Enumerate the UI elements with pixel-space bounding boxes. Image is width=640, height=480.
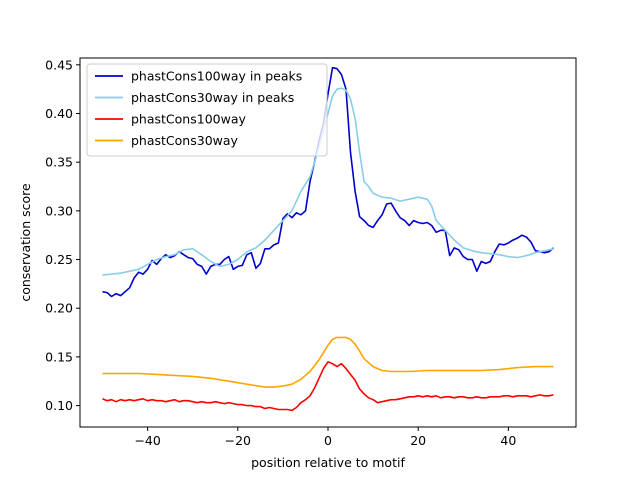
x-tick-label: −20	[225, 433, 251, 448]
legend: phastCons100way in peaks phastCons30way i…	[86, 63, 328, 157]
x-axis-label: position relative to motif	[251, 455, 405, 470]
legend-label-3: phastCons30way	[131, 133, 239, 148]
y-tick-label: 0.35	[45, 155, 73, 170]
legend-label-1: phastCons30way in peaks	[131, 90, 294, 105]
y-tick-label: 0.10	[45, 398, 73, 413]
legend-label-2: phastCons100way	[131, 112, 246, 127]
y-tick-label: 0.15	[45, 349, 73, 364]
y-tick-label: 0.30	[45, 203, 73, 218]
y-axis: 0.10 0.15 0.20 0.25 0.30 0.35 0.40 0.45	[45, 57, 80, 413]
y-tick-label: 0.20	[45, 301, 73, 316]
y-tick-label: 0.45	[45, 57, 73, 72]
x-tick-label: 40	[500, 433, 516, 448]
series-line-1	[102, 87, 554, 276]
x-tick-label: 20	[410, 433, 426, 448]
y-axis-label: conservation score	[18, 183, 33, 302]
series-layer	[102, 66, 555, 412]
x-tick-label: 0	[324, 433, 332, 448]
x-axis: −40 −20 0 20 40	[134, 427, 516, 448]
series-line-3	[102, 336, 554, 388]
y-tick-label: 0.40	[45, 106, 73, 121]
x-tick-label: −40	[134, 433, 160, 448]
legend-label-0: phastCons100way in peaks	[131, 69, 302, 84]
y-tick-label: 0.25	[45, 252, 73, 267]
legend-box	[86, 63, 328, 157]
series-line-2	[102, 361, 554, 412]
